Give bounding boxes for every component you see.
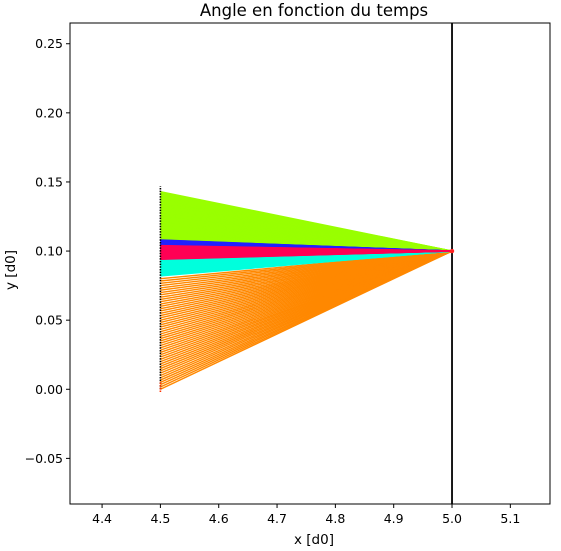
fan-series-4 — [160, 244, 453, 261]
x-tick-label: 4.8 — [325, 511, 345, 526]
fan-series-0 — [160, 250, 453, 390]
y-axis: −0.05 0.00 0.05 0.10 0.15 0.20 0.25 — [25, 36, 70, 466]
plot-frame — [69, 22, 551, 505]
pivot-point — [449, 248, 455, 254]
fan-series-2 — [160, 250, 453, 277]
y-tick-label: 0.20 — [35, 105, 63, 120]
pendulum-line — [160, 250, 453, 277]
y-axis-label: y [d0] — [3, 250, 19, 290]
x-tick-label: 5.0 — [442, 511, 462, 526]
pendulum-line — [160, 250, 453, 261]
y-tick-label: 0.05 — [35, 313, 63, 328]
x-tick-label: 4.9 — [384, 511, 404, 526]
y-tick-label: 0.00 — [35, 382, 63, 397]
x-axis: 4.4 4.5 4.6 4.7 4.8 4.9 5.0 5.1 — [92, 504, 520, 526]
x-tick-label: 4.5 — [150, 511, 170, 526]
y-tick-label: −0.05 — [25, 451, 63, 466]
x-tick-label: 4.7 — [267, 511, 287, 526]
x-tick-label: 4.4 — [92, 511, 112, 526]
x-tick-label: 5.1 — [500, 511, 520, 526]
x-axis-label: x [d0] — [294, 532, 334, 548]
x-tick-label: 4.6 — [209, 511, 229, 526]
chart-title: Angle en fonction du temps — [200, 1, 428, 20]
y-tick-label: 0.15 — [35, 174, 63, 189]
y-tick-label: 0.10 — [35, 244, 63, 259]
y-tick-label: 0.25 — [35, 36, 63, 51]
pendulum-line — [160, 250, 453, 390]
plot-area — [159, 23, 455, 504]
